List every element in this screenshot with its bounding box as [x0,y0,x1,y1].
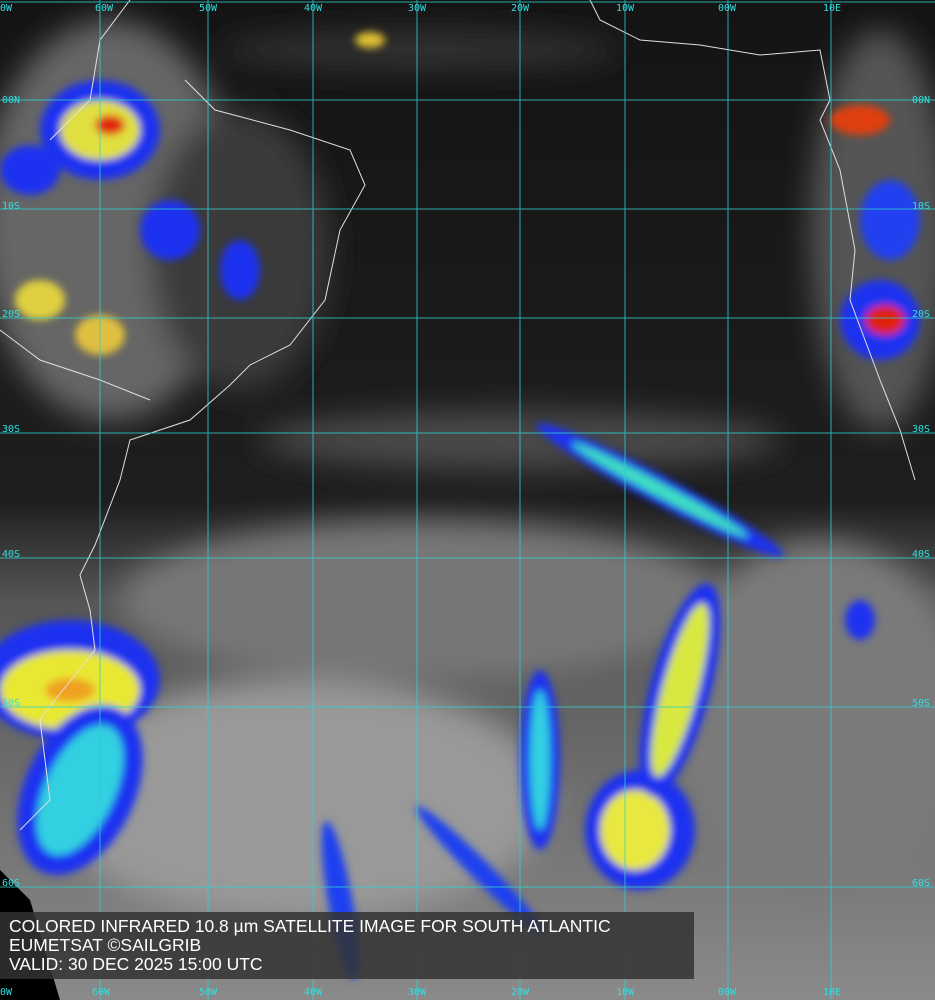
lat-label-00n-left: 00N [2,95,21,106]
lat-label-30s-left: 30S [2,424,21,435]
lon-label-50w-top: 50W [199,3,218,14]
lat-label-60s-right: 60S [912,878,931,889]
coastlines [0,0,916,831]
lat-label-20s-left: 20S [2,309,21,320]
lat-label-40s-right: 40S [912,549,931,560]
lat-label-20s-right: 20S [912,309,931,320]
lon-label-30w-bottom: 30W [408,987,427,998]
lat-label-40s-left: 40S [2,549,21,560]
lat-label-50s-left: 50S [2,698,21,709]
lon-label-10w-bottom: 10W [616,987,635,998]
lon-label-10w-top: 10W [616,3,635,14]
lon-label-10e-top: 10E [823,3,842,14]
lon-label-10e-bottom: 10E [823,987,842,998]
lat-label-50s-right: 50S [912,698,931,709]
lat-label-10s-right: 10S [912,201,931,212]
lon-label-60w-bottom: 60W [92,987,111,998]
lon-label-40w-bottom: 40W [304,987,323,998]
caption-title: COLORED INFRARED 10.8 µm SATELLITE IMAGE… [9,916,611,936]
lon-label-20w-bottom: 20W [511,987,530,998]
lon-label-00w-top: 00W [718,3,737,14]
lon-label-40w-top: 40W [304,3,323,14]
lon-label-edge-top: 0W [0,3,13,14]
lat-label-00n-right: 00N [912,95,931,106]
lon-label-00w-bottom: 00W [718,987,737,998]
image-caption: COLORED INFRARED 10.8 µm SATELLITE IMAGE… [0,912,694,979]
caption-credit: EUMETSAT ©SAILGRIB [9,935,202,955]
lon-label-edge-bottom: 0W [0,987,13,998]
lon-label-30w-top: 30W [408,3,427,14]
lon-label-20w-top: 20W [511,3,530,14]
lat-label-30s-right: 30S [912,424,931,435]
lon-label-60w-top: 60W [95,3,114,14]
lon-label-50w-bottom: 50W [199,987,218,998]
lat-label-60s-left: 60S [2,878,21,889]
caption-valid-time: VALID: 30 DEC 2025 15:00 UTC [9,954,263,974]
lat-label-10s-left: 10S [2,201,21,212]
